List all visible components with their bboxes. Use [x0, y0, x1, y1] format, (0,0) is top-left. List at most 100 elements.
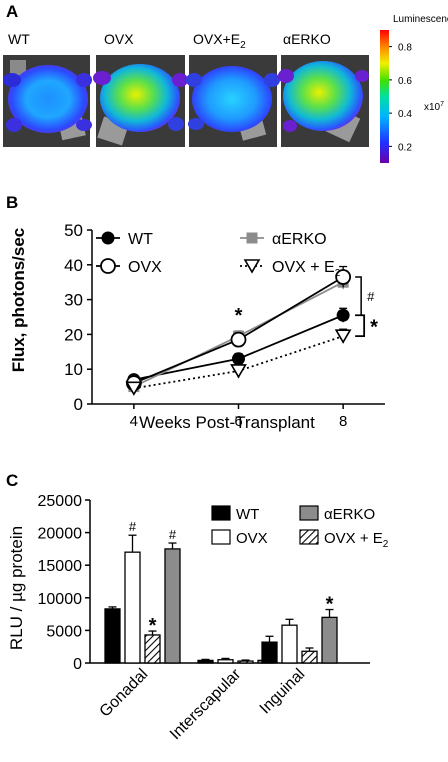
y-tick-label: 25000	[38, 493, 83, 510]
panel-b-letter: B	[6, 193, 18, 212]
colorbar-tick-label: 0.4	[398, 109, 412, 120]
marker-ovx	[335, 269, 352, 285]
y-tick-label: 15000	[38, 558, 83, 575]
bar-ovx-e2	[237, 660, 254, 664]
legend-label: αERKO	[324, 506, 375, 523]
colorbar-tick-label: 0.6	[398, 76, 412, 87]
mouse-image-ovx-e2	[186, 55, 280, 147]
colorbar-tick-label: 0.2	[398, 142, 412, 153]
marker-wt	[101, 231, 115, 245]
bar-group-gonadal: Gonadal	[97, 534, 181, 721]
bar-ovx	[124, 551, 141, 664]
panel-a: A WT OVX OVX+E2 αERKO Lu	[0, 0, 448, 175]
marker-ovx	[230, 331, 247, 348]
line-chart: B Flux, photons/sec Weeks Post-Transplan…	[6, 193, 385, 432]
bar-ovx	[217, 659, 234, 664]
legend-label: OVX + E2	[272, 259, 341, 279]
marker-ovx-e2	[243, 259, 261, 274]
legend-label: OVX	[236, 530, 268, 547]
image-label-aerko: αERKO	[283, 31, 331, 47]
x-tick-label: 4	[130, 413, 138, 430]
legend-item-ovx-e2: OVX + E2	[240, 259, 341, 279]
panel-b: B Flux, photons/sec Weeks Post-Transplan…	[0, 190, 448, 470]
legend-item-wt: WT	[211, 505, 259, 523]
line-chart-xlabel: Weeks Post-Transplant	[139, 413, 315, 432]
x-tick-label: 6	[234, 413, 242, 430]
panel-a-letter: A	[6, 2, 18, 21]
series-ovx-e2	[125, 328, 352, 396]
legend-item-wt: WT	[96, 231, 153, 248]
y-tick-label: 30	[64, 291, 83, 310]
legend-label: OVX	[128, 259, 162, 276]
legend-item-ovx: OVX	[96, 258, 162, 276]
y-tick-label: 0	[73, 656, 82, 673]
bar-group-interscapular: Interscapular	[167, 657, 274, 743]
mouse-image-aerko	[278, 55, 369, 147]
bar-wt	[104, 608, 121, 664]
y-tick-label: 50	[64, 221, 83, 240]
image-label-ovx: OVX	[104, 31, 134, 47]
marker-ovx-e2	[230, 364, 247, 379]
x-tick-label: 8	[339, 413, 347, 430]
bar-ovx	[281, 624, 298, 664]
marker-ovx-e2	[334, 329, 352, 344]
panel-c: C RLU / µg protein 0 5000 10000 15000 20000 2…	[0, 470, 448, 757]
significance-star: *	[149, 615, 157, 637]
y-tick-label: 5000	[46, 623, 82, 640]
colorbar-multiplier: x107	[424, 101, 444, 113]
colorbar-tick-label: 0.8	[398, 43, 412, 54]
line-chart-ylabel: Flux, photons/sec	[9, 228, 28, 373]
bracket-hash	[355, 276, 362, 317]
legend-item-ovx: OVX	[211, 529, 268, 547]
significance-star: *	[235, 305, 243, 327]
significance-hash: #	[367, 289, 375, 304]
bar-aerko	[164, 548, 181, 664]
colorbar-ticks: 0.8 0.6 0.4 0.2	[389, 43, 412, 153]
legend-swatch	[299, 529, 319, 545]
marker-aerko	[246, 232, 258, 244]
bar-group-inguinal: Inguinal	[257, 608, 338, 718]
panel-c-letter: C	[6, 471, 18, 490]
y-tick-label: 0	[74, 395, 83, 414]
bar-ovx-e2	[144, 634, 161, 664]
category-label: Inguinal	[257, 666, 309, 718]
legend-swatch	[211, 529, 231, 545]
panel-a-svg: A WT OVX OVX+E2 αERKO Lu	[3, 2, 448, 163]
mouse-image-ovx	[93, 55, 188, 147]
image-label-ovx-e2: OVX+E2	[193, 31, 246, 51]
significance-hash: #	[169, 527, 177, 542]
legend-swatch	[211, 505, 231, 521]
bar-chart-ylabel: RLU / µg protein	[7, 526, 26, 650]
y-tick-label: 10	[64, 360, 83, 379]
bar-wt	[261, 641, 278, 664]
legend-label: αERKO	[272, 231, 327, 248]
marker-ovx-e2	[125, 381, 143, 396]
legend-label: OVX + E2	[324, 530, 389, 550]
y-tick-label: 40	[64, 256, 83, 275]
bar-ovx-e2	[301, 650, 318, 664]
y-tick-label: 10000	[38, 591, 83, 608]
legend-label: WT	[128, 231, 153, 248]
y-tick-label: 20000	[38, 526, 83, 543]
bar-wt	[197, 659, 214, 664]
category-label: Interscapular	[167, 665, 245, 743]
category-label: Gonadal	[97, 666, 152, 721]
significance-star: *	[326, 594, 334, 616]
marker-wt	[232, 352, 245, 366]
legend-item-ovx-e2: OVX + E2	[299, 529, 389, 550]
marker-ovx	[100, 258, 116, 274]
legend-swatch	[299, 505, 319, 521]
legend-item-aerko: αERKO	[240, 231, 327, 248]
y-tick-label: 20	[64, 325, 83, 344]
image-label-wt: WT	[8, 31, 30, 47]
marker-wt	[336, 308, 350, 322]
significance-hash: #	[129, 519, 137, 534]
bar-aerko	[321, 616, 338, 664]
bracket-star	[355, 314, 366, 338]
colorbar	[380, 30, 389, 163]
legend-item-aerko: αERKO	[299, 505, 375, 523]
bar-chart: C RLU / µg protein 0 5000 10000 15000 20000 2…	[6, 471, 389, 743]
significance-star: *	[370, 317, 378, 339]
mouse-image-wt	[3, 55, 92, 147]
colorbar-title: Luminescence	[393, 14, 448, 25]
